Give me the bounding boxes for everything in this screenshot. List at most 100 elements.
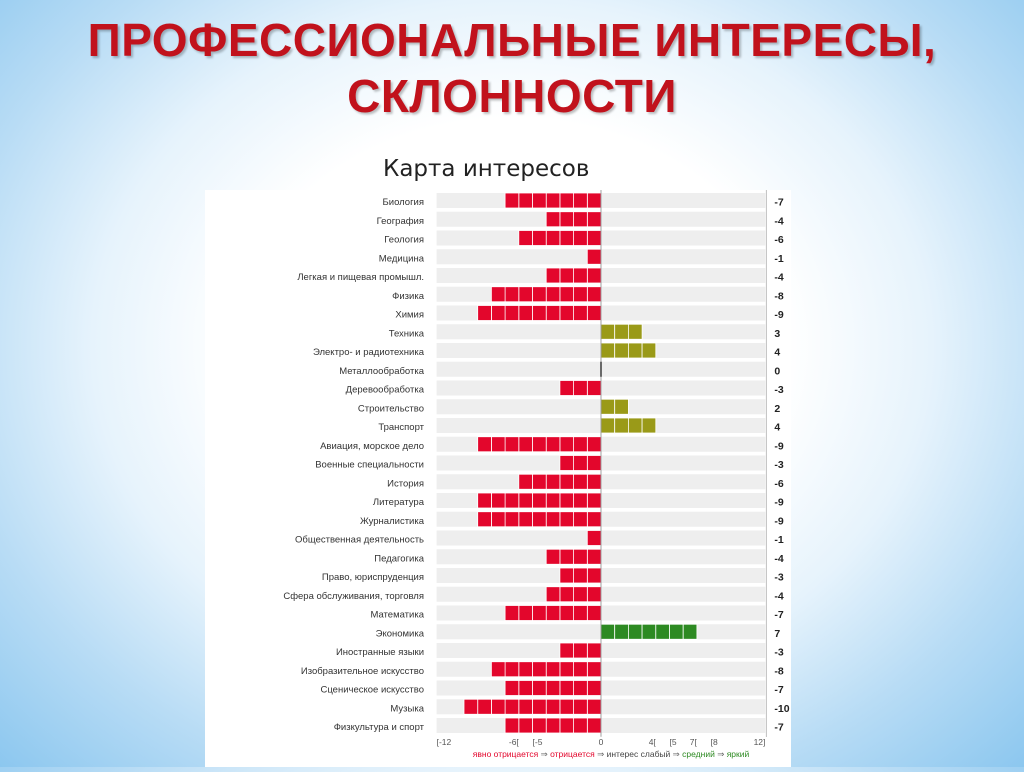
category-label: Экономика [376,628,425,639]
category-label: Педагогика [374,553,424,564]
bar-value-label: -3 [774,384,783,396]
bar-segment [586,567,602,584]
bar-segment [545,192,561,209]
bar-segment [559,455,574,471]
bar-segment [545,230,561,246]
x-tick-label: -6[ [509,737,520,747]
bar-segment [573,567,588,584]
bar-segment [532,492,547,509]
bar-segment [518,436,533,453]
bar-segment [586,492,602,509]
bar-segment [573,548,588,565]
bar-segment [504,305,520,321]
bar-segment [641,623,657,640]
bar-segment [518,230,533,246]
x-tick-label: 4[ [649,737,657,747]
x-tick-label: 0 [599,737,604,747]
bar-segment [559,286,574,303]
bar-segment [573,455,588,471]
category-label: Военные специальности [315,460,424,471]
bar-segment [641,417,657,434]
bar-segment [573,492,588,509]
legend-separator: ⇒ [595,749,607,759]
bar-segment [586,680,602,696]
bar-segment [545,717,561,734]
category-label: Техника [389,328,425,339]
legend-separator: ⇒ [715,749,727,759]
bar-segment [545,605,561,621]
bar-segment [586,305,602,321]
bar-segment [545,436,561,453]
category-label: Сценическое искусство [320,685,424,696]
bar-segment [586,455,602,471]
bar-segment [573,380,588,396]
bar-segment [532,305,547,321]
bar-segment [586,473,602,490]
bar-segment [490,305,506,321]
bar-segment [586,248,602,265]
bar-segment [641,342,657,359]
bar-segment [504,436,520,453]
bar-segment [490,492,506,509]
bar-segment [518,192,533,209]
bar-segment [614,398,629,415]
bar-segment [573,230,588,246]
bar-segment [586,605,602,621]
bar-value-label: -10 [774,703,789,715]
bar-segment [614,417,629,434]
bar-value-label: -3 [774,459,783,471]
bar-segment [614,342,629,359]
bar-segment [490,436,506,453]
bar-segment [504,192,520,209]
category-label: Геология [384,235,424,246]
x-tick-label: [5 [670,737,677,747]
bar-value-label: 0 [774,365,780,377]
category-label: Физкультура и спорт [334,722,425,733]
bar-segment [586,211,602,228]
bar-segment [559,717,574,734]
bar-segment [586,642,602,659]
bar-segment [518,680,533,696]
bar-segment [559,473,574,490]
bar-segment [545,473,561,490]
bar-segment [518,605,533,621]
bar-segment [504,661,520,678]
bar-value-label: -6 [774,234,783,246]
bar-segment [545,286,561,303]
bar-segment [559,267,574,284]
bar-value-label: -4 [774,272,783,284]
bar-segment [559,567,574,584]
bar-segment [504,492,520,509]
bar-value-label: -7 [774,684,783,696]
interest-bar-chart: Биология -7 География -4 Геология -6 Медицина -… [283,190,790,759]
bar-segment [627,623,643,640]
bar-segment [545,267,561,284]
bar-segment [586,192,602,209]
bar-segment [477,492,492,509]
bar-segment [600,623,616,640]
category-label: Транспорт [378,422,424,433]
bar-value-label: -6 [774,478,783,490]
bar-segment [559,698,574,715]
bar-segment [573,473,588,490]
bar-value-label: -9 [774,497,783,509]
bar-segment [518,661,533,678]
bar-segment [600,342,616,359]
category-label: Изобразительное искусство [301,666,424,677]
bar-segment [518,286,533,303]
bar-segment [559,680,574,696]
bar-segment [532,473,547,490]
bar-segment [614,623,629,640]
bar-value-label: -3 [774,572,783,584]
bar-segment [532,717,547,734]
bar-segment [627,417,643,434]
bar-segment [586,286,602,303]
bar-segment [586,661,602,678]
bar-value-label: -4 [774,553,783,565]
category-label: Музыка [390,703,424,714]
bar-segment [559,605,574,621]
bar-value-label: -9 [774,440,783,452]
bar-value-label: -9 [774,515,783,527]
category-label: Иностранные языки [336,647,424,658]
category-label: География [377,216,424,227]
